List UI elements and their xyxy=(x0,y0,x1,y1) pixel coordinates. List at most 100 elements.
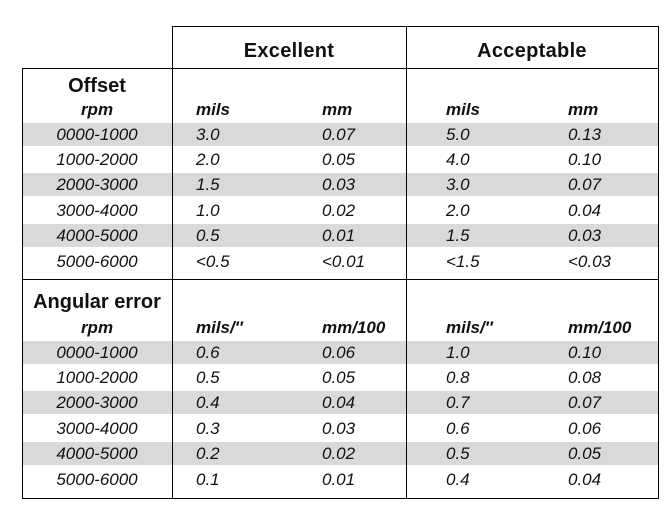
value-cell: 0.05 xyxy=(568,444,602,463)
value-cell: 3.0 xyxy=(196,125,220,144)
row-shade xyxy=(22,442,658,465)
rpm-cell: 2000-3000 xyxy=(56,175,138,194)
value-cell: 0.13 xyxy=(568,125,602,144)
value-cell: <0.03 xyxy=(568,252,612,271)
value-cell: 0.06 xyxy=(568,419,602,438)
header-excellent: Excellent xyxy=(243,40,335,62)
border-right xyxy=(658,26,659,499)
rpm-cell: 3000-4000 xyxy=(56,419,138,438)
value-cell: 0.07 xyxy=(568,175,602,194)
column-divider xyxy=(172,26,173,499)
section-divider xyxy=(22,279,658,280)
header-acceptable: Acceptable xyxy=(477,40,587,62)
row-shade xyxy=(22,173,658,196)
rpm-cell: 5000-6000 xyxy=(56,252,138,271)
row-shade xyxy=(22,224,658,247)
column-divider xyxy=(406,26,407,499)
value-cell: 0.6 xyxy=(446,419,470,438)
value-cell: 0.01 xyxy=(322,226,356,245)
unit-mm-per-100: mm/100 xyxy=(568,318,632,337)
value-cell: 1.0 xyxy=(196,201,220,220)
unit-mm: mm xyxy=(322,100,353,119)
value-cell: <1.5 xyxy=(446,252,480,271)
unit-mils-per-inch: mils/″ xyxy=(446,318,493,337)
unit-rpm: rpm xyxy=(80,100,114,119)
rpm-cell: 0000-1000 xyxy=(56,125,138,144)
value-cell: 0.03 xyxy=(568,226,602,245)
units-row: rpm mils mm mils mm xyxy=(0,98,672,121)
value-cell: 0.10 xyxy=(568,343,602,362)
table-row: 2000-3000 1.5 0.03 3.0 0.07 xyxy=(0,173,672,196)
border-left xyxy=(22,68,23,499)
section-title-offset: Offset xyxy=(68,75,126,97)
value-cell: <0.5 xyxy=(196,252,230,271)
value-cell: 1.5 xyxy=(446,226,470,245)
value-cell: 0.4 xyxy=(196,393,220,412)
value-cell: 0.5 xyxy=(446,444,470,463)
value-cell: 0.5 xyxy=(196,226,220,245)
units-row: rpm mils/″ mm/100 mils/″ mm/100 xyxy=(0,316,672,339)
value-cell: 0.3 xyxy=(196,419,220,438)
value-cell: 2.0 xyxy=(446,201,470,220)
value-cell: 0.04 xyxy=(568,470,602,489)
row-shade xyxy=(22,391,658,414)
section-title-angular-error: Angular error xyxy=(33,291,161,313)
value-cell: 4.0 xyxy=(446,150,470,169)
value-cell: 0.07 xyxy=(322,125,356,144)
rpm-cell: 0000-1000 xyxy=(56,343,138,362)
value-cell: <0.01 xyxy=(322,252,366,271)
value-cell: 0.02 xyxy=(322,201,356,220)
value-cell: 0.02 xyxy=(322,444,356,463)
value-cell: 0.06 xyxy=(322,343,356,362)
table-row: 5000-6000 <0.5 <0.01 <1.5 <0.03 xyxy=(0,250,672,273)
value-cell: 0.8 xyxy=(446,368,470,387)
rpm-cell: 4000-5000 xyxy=(56,226,138,245)
rpm-cell: 2000-3000 xyxy=(56,393,138,412)
value-cell: 0.03 xyxy=(322,419,356,438)
table-row: 4000-5000 0.5 0.01 1.5 0.03 xyxy=(0,224,672,247)
value-cell: 0.01 xyxy=(322,470,356,489)
value-cell: 0.6 xyxy=(196,343,220,362)
value-cell: 0.05 xyxy=(322,150,356,169)
table-row: 1000-2000 0.5 0.05 0.8 0.08 xyxy=(0,366,672,389)
unit-mils: mils xyxy=(196,100,231,119)
table-row: 4000-5000 0.2 0.02 0.5 0.05 xyxy=(0,442,672,465)
value-cell: 0.7 xyxy=(446,393,470,412)
unit-mils-per-inch: mils/″ xyxy=(196,318,243,337)
border-bottom xyxy=(22,498,658,499)
rpm-cell: 4000-5000 xyxy=(56,444,138,463)
value-cell: 0.2 xyxy=(196,444,220,463)
rpm-cell: 1000-2000 xyxy=(56,368,138,387)
value-cell: 0.04 xyxy=(322,393,356,412)
value-cell: 5.0 xyxy=(446,125,470,144)
value-cell: 0.10 xyxy=(568,150,602,169)
border-header-bottom xyxy=(22,68,658,69)
value-cell: 0.08 xyxy=(568,368,602,387)
table-row: 2000-3000 0.4 0.04 0.7 0.07 xyxy=(0,391,672,414)
unit-mils: mils xyxy=(446,100,481,119)
value-cell: 0.04 xyxy=(568,201,602,220)
value-cell: 0.05 xyxy=(322,368,356,387)
table-row: 5000-6000 0.1 0.01 0.4 0.04 xyxy=(0,468,672,491)
row-shade xyxy=(22,123,658,146)
table-row: 0000-1000 0.6 0.06 1.0 0.10 xyxy=(0,341,672,364)
table-row: 3000-4000 0.3 0.03 0.6 0.06 xyxy=(0,417,672,440)
value-cell: 0.07 xyxy=(568,393,602,412)
value-cell: 0.1 xyxy=(196,470,220,489)
value-cell: 1.0 xyxy=(446,343,470,362)
table-row: 1000-2000 2.0 0.05 4.0 0.10 xyxy=(0,148,672,171)
value-cell: 0.4 xyxy=(446,470,470,489)
rpm-cell: 1000-2000 xyxy=(56,150,138,169)
value-cell: 3.0 xyxy=(446,175,470,194)
unit-mm: mm xyxy=(568,100,599,119)
value-cell: 0.03 xyxy=(322,175,356,194)
row-shade xyxy=(22,341,658,364)
unit-rpm: rpm xyxy=(80,318,114,337)
table-row: 0000-1000 3.0 0.07 5.0 0.13 xyxy=(0,123,672,146)
unit-mm-per-100: mm/100 xyxy=(322,318,386,337)
value-cell: 1.5 xyxy=(196,175,220,194)
rpm-cell: 5000-6000 xyxy=(56,470,138,489)
table-row: 3000-4000 1.0 0.02 2.0 0.04 xyxy=(0,199,672,222)
value-cell: 2.0 xyxy=(196,150,220,169)
rpm-cell: 3000-4000 xyxy=(56,201,138,220)
